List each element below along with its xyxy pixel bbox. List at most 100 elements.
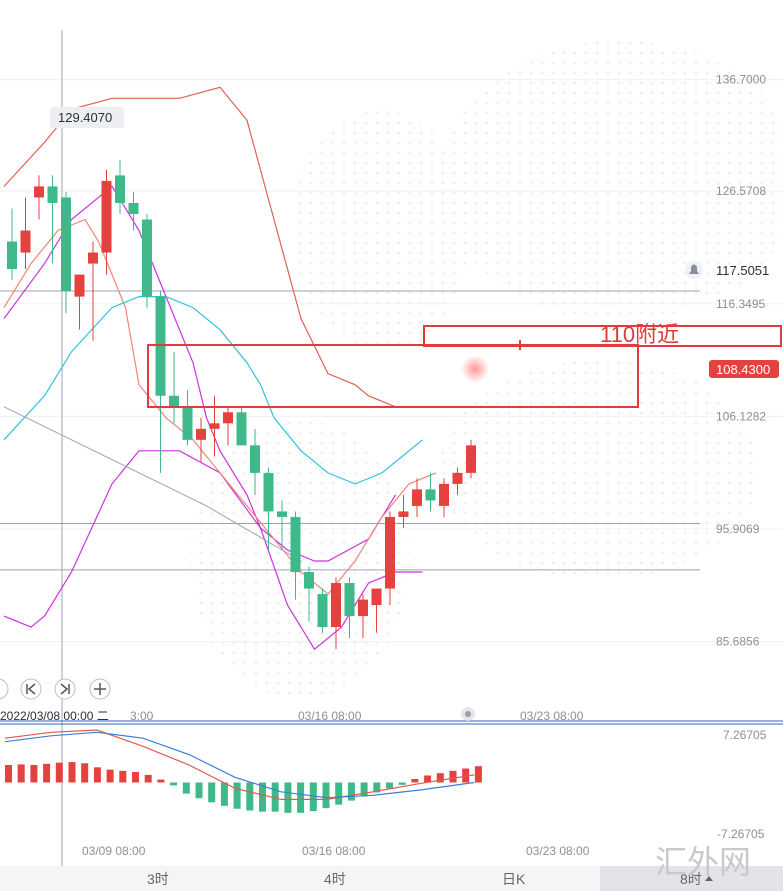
timeframe-bar: 3时 4时 日K 8时 xyxy=(0,866,783,891)
candle-body xyxy=(290,516,301,573)
candle-body xyxy=(182,406,193,440)
crosshair-tick: 3:00 xyxy=(130,709,154,723)
candle-body xyxy=(196,428,206,440)
ma-cyan-line xyxy=(3,296,423,485)
crosshair-time-label: 2022/03/08 00:00 二 xyxy=(0,709,109,723)
candle-body xyxy=(61,197,71,292)
price-tick: 136.7000 xyxy=(716,73,766,87)
macd-histogram-bar xyxy=(436,773,444,783)
candle-body xyxy=(344,583,355,617)
macd-histogram-bar xyxy=(398,782,406,785)
candle-body xyxy=(115,175,125,203)
macd-histogram-bar xyxy=(322,782,330,809)
ma-pink-line xyxy=(3,218,437,595)
candle-body xyxy=(209,423,220,429)
macd-histogram-bar xyxy=(55,762,63,783)
candle-body xyxy=(223,412,233,424)
macd-histogram-bar xyxy=(43,763,51,783)
macd-histogram-bar xyxy=(157,779,165,783)
price-tick: 126.5708 xyxy=(716,184,766,198)
macd-histogram-bar xyxy=(93,767,101,783)
price-tick: 95.9069 xyxy=(716,522,760,536)
trend-arrow-line xyxy=(3,406,302,562)
candle-body xyxy=(412,489,422,506)
candle-body xyxy=(385,516,395,589)
macd-histogram-bar xyxy=(106,769,114,783)
macd-panel xyxy=(4,729,482,813)
candle-body xyxy=(34,186,44,198)
macd-histogram-bar xyxy=(347,782,355,801)
candle-body xyxy=(317,594,328,628)
macd-histogram-bar xyxy=(81,763,89,783)
candle-body xyxy=(452,472,463,484)
candle-body xyxy=(7,241,17,270)
macd-histogram-bar xyxy=(474,766,482,783)
macd-histogram-bar xyxy=(309,782,317,812)
macd-histogram-bar xyxy=(284,782,292,813)
macd-histogram-bar xyxy=(220,782,228,806)
macd-histogram-bar xyxy=(373,782,381,793)
timeframe-tab-3h[interactable]: 3时 xyxy=(147,871,169,887)
candle-body xyxy=(277,511,287,517)
timeframe-tab-4h[interactable]: 4时 xyxy=(324,871,346,887)
ma-magenta-line xyxy=(3,185,397,562)
current-price-glow xyxy=(461,355,489,383)
current-price-label: 108.4300 xyxy=(716,362,770,377)
drag-handle-dot xyxy=(465,711,471,717)
macd-histogram-bar xyxy=(297,782,305,813)
macd-histogram-bar xyxy=(411,779,419,783)
alert-price-tag[interactable]: 117.5051 xyxy=(685,261,769,279)
alert-price-label: 117.5051 xyxy=(716,263,769,278)
crosshair-tick: 03/16 08:00 xyxy=(298,709,362,723)
candle-body xyxy=(47,186,58,203)
price-tick: 116.3495 xyxy=(716,297,765,311)
macd-histogram-bar xyxy=(132,772,139,783)
nav-button-prev-page[interactable] xyxy=(20,678,42,700)
timeframe-tab-8h[interactable]: 8时 xyxy=(680,871,702,887)
chart-nav-controls xyxy=(0,678,111,700)
macd-histogram-bar xyxy=(424,775,432,783)
macd-histogram-bar xyxy=(449,770,457,783)
candle-body xyxy=(425,489,436,501)
candle-body xyxy=(74,274,85,297)
macd-histogram-bar xyxy=(5,765,12,783)
macd-line xyxy=(4,731,475,799)
nav-button-next-page[interactable] xyxy=(54,678,76,700)
x-tick: 03/23 08:00 xyxy=(526,844,590,858)
candle-body xyxy=(169,395,179,407)
candles xyxy=(7,160,476,650)
candle-body xyxy=(439,483,449,506)
candle-body xyxy=(304,572,314,589)
macd-histogram-bar xyxy=(144,774,152,783)
plus-icon xyxy=(94,683,106,695)
macd-histogram-bar xyxy=(68,762,76,783)
macd-tick-bottom: -7.26705 xyxy=(717,827,765,841)
candle-body xyxy=(250,445,260,473)
macd-histogram-bar xyxy=(259,782,266,812)
macd-histogram-bar xyxy=(119,770,127,783)
candle-body xyxy=(128,202,139,214)
macd-histogram-bar xyxy=(30,765,38,783)
candle-body xyxy=(101,180,112,253)
macd-histogram-bar xyxy=(462,768,470,783)
max-price-tag: 129.4070 xyxy=(50,107,124,128)
x-tick: 03/09 08:00 xyxy=(82,844,146,858)
macd-histogram-bar xyxy=(386,782,393,789)
macd-histogram-bar xyxy=(246,782,254,811)
horizontal-lines xyxy=(0,290,700,571)
nav-button-prev[interactable] xyxy=(0,678,9,700)
macd-histogram-bar xyxy=(335,782,343,805)
candle-body xyxy=(88,252,98,264)
timeframe-tab-daily[interactable]: 日K xyxy=(502,871,526,887)
candle-body xyxy=(331,583,341,628)
candle-body xyxy=(358,599,368,617)
target-zone-box xyxy=(423,325,782,347)
macd-histogram-bar xyxy=(233,782,241,809)
candle-body xyxy=(236,412,247,446)
macd-histogram-bar xyxy=(360,782,368,797)
timeframe-active-bg xyxy=(600,866,783,891)
chevron-up-icon xyxy=(705,876,713,881)
price-axis: 136.7000 126.5708 116.3495 106.1282 95.9069 8… xyxy=(716,73,766,649)
candle-body xyxy=(371,588,382,606)
